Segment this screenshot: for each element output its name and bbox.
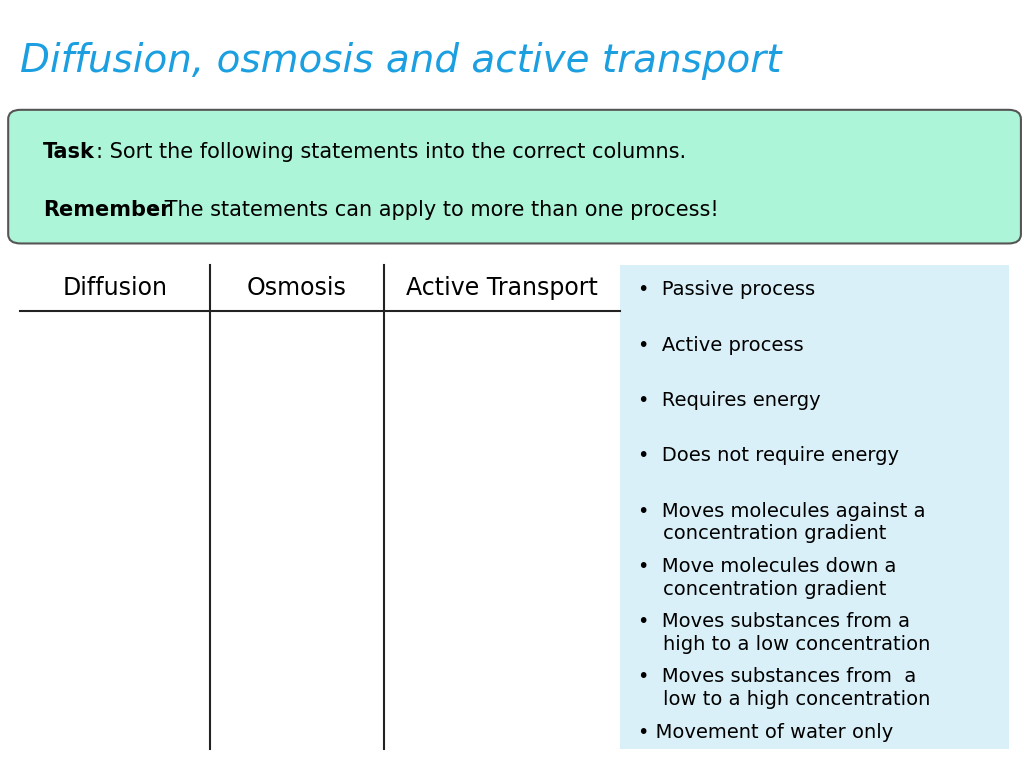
Text: •  Passive process: • Passive process xyxy=(638,280,815,300)
Text: Diffusion: Diffusion xyxy=(62,276,168,300)
FancyBboxPatch shape xyxy=(620,265,1009,749)
Text: •  Moves molecules against a
    concentration gradient: • Moves molecules against a concentratio… xyxy=(638,502,926,543)
Text: Active Transport: Active Transport xyxy=(406,276,598,300)
Text: •  Requires energy: • Requires energy xyxy=(638,391,820,410)
Text: •  Moves substances from a
    high to a low concentration: • Moves substances from a high to a low … xyxy=(638,612,931,654)
Text: Osmosis: Osmosis xyxy=(247,276,347,300)
Text: •  Active process: • Active process xyxy=(638,336,804,355)
Text: Diffusion, osmosis and active transport: Diffusion, osmosis and active transport xyxy=(20,42,782,80)
Text: • Movement of water only: • Movement of water only xyxy=(638,723,893,742)
Text: •  Move molecules down a
    concentration gradient: • Move molecules down a concentration gr… xyxy=(638,557,896,598)
FancyBboxPatch shape xyxy=(8,110,1021,243)
Text: •  Moves substances from  a
    low to a high concentration: • Moves substances from a low to a high … xyxy=(638,667,931,709)
Text: : The statements can apply to more than one process!: : The statements can apply to more than … xyxy=(151,200,718,220)
Text: Remember: Remember xyxy=(43,200,171,220)
Text: •  Does not require energy: • Does not require energy xyxy=(638,446,899,465)
Text: : Sort the following statements into the correct columns.: : Sort the following statements into the… xyxy=(96,142,686,162)
Text: Task: Task xyxy=(43,142,95,162)
